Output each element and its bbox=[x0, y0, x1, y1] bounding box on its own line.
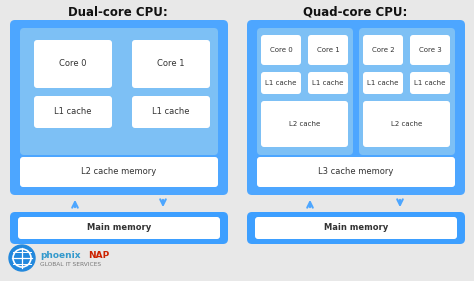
FancyBboxPatch shape bbox=[132, 40, 210, 88]
FancyBboxPatch shape bbox=[359, 28, 455, 155]
FancyBboxPatch shape bbox=[261, 101, 348, 147]
Text: Dual-core CPU:: Dual-core CPU: bbox=[68, 6, 168, 19]
FancyBboxPatch shape bbox=[261, 72, 301, 94]
FancyBboxPatch shape bbox=[18, 217, 220, 239]
FancyBboxPatch shape bbox=[410, 35, 450, 65]
Text: L1 cache: L1 cache bbox=[265, 80, 297, 86]
Text: L2 cache: L2 cache bbox=[392, 121, 423, 127]
Text: NAP: NAP bbox=[88, 250, 109, 259]
FancyBboxPatch shape bbox=[308, 35, 348, 65]
Text: L2 cache: L2 cache bbox=[289, 121, 320, 127]
FancyBboxPatch shape bbox=[132, 96, 210, 128]
Text: Core 2: Core 2 bbox=[372, 47, 394, 53]
FancyBboxPatch shape bbox=[247, 212, 465, 244]
Text: L1 cache: L1 cache bbox=[367, 80, 399, 86]
Circle shape bbox=[9, 245, 35, 271]
Text: L1 cache: L1 cache bbox=[54, 108, 92, 117]
FancyBboxPatch shape bbox=[34, 96, 112, 128]
FancyBboxPatch shape bbox=[10, 20, 228, 195]
Text: Core 0: Core 0 bbox=[59, 60, 87, 69]
FancyBboxPatch shape bbox=[308, 72, 348, 94]
FancyBboxPatch shape bbox=[363, 35, 403, 65]
Text: Quad-core CPU:: Quad-core CPU: bbox=[303, 6, 407, 19]
Text: phoenix: phoenix bbox=[40, 250, 81, 259]
FancyBboxPatch shape bbox=[410, 72, 450, 94]
FancyBboxPatch shape bbox=[20, 157, 218, 187]
Text: Core 1: Core 1 bbox=[317, 47, 339, 53]
FancyBboxPatch shape bbox=[363, 101, 450, 147]
Text: L3 cache memory: L3 cache memory bbox=[319, 167, 394, 176]
FancyBboxPatch shape bbox=[10, 212, 228, 244]
Text: Main memory: Main memory bbox=[87, 223, 151, 232]
FancyBboxPatch shape bbox=[255, 217, 457, 239]
FancyBboxPatch shape bbox=[261, 35, 301, 65]
Text: L1 cache: L1 cache bbox=[414, 80, 446, 86]
FancyBboxPatch shape bbox=[363, 72, 403, 94]
FancyBboxPatch shape bbox=[257, 28, 353, 155]
FancyBboxPatch shape bbox=[247, 20, 465, 195]
Text: L2 cache memory: L2 cache memory bbox=[82, 167, 156, 176]
Text: L1 cache: L1 cache bbox=[312, 80, 344, 86]
Text: L1 cache: L1 cache bbox=[152, 108, 190, 117]
FancyBboxPatch shape bbox=[126, 35, 216, 147]
FancyBboxPatch shape bbox=[257, 157, 455, 187]
Text: GLOBAL IT SERVICES: GLOBAL IT SERVICES bbox=[40, 262, 101, 266]
FancyBboxPatch shape bbox=[28, 35, 118, 147]
Text: Core 3: Core 3 bbox=[419, 47, 441, 53]
FancyBboxPatch shape bbox=[34, 40, 112, 88]
Text: Core 0: Core 0 bbox=[270, 47, 292, 53]
Text: Main memory: Main memory bbox=[324, 223, 388, 232]
Text: Core 1: Core 1 bbox=[157, 60, 185, 69]
FancyBboxPatch shape bbox=[20, 28, 218, 155]
